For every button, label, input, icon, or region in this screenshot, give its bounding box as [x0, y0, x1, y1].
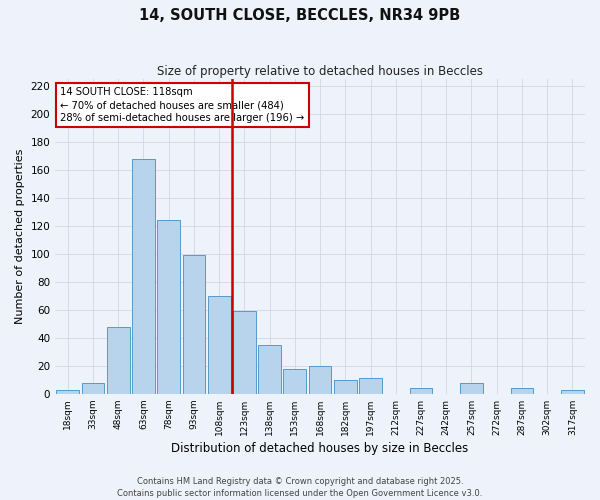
Bar — [107, 326, 130, 394]
Text: Contains HM Land Registry data © Crown copyright and database right 2025.
Contai: Contains HM Land Registry data © Crown c… — [118, 476, 482, 498]
Text: 14 SOUTH CLOSE: 118sqm
← 70% of detached houses are smaller (484)
28% of semi-de: 14 SOUTH CLOSE: 118sqm ← 70% of detached… — [61, 87, 305, 124]
Bar — [258, 345, 281, 394]
Bar — [208, 296, 230, 394]
Bar — [157, 220, 180, 394]
Bar — [460, 382, 483, 394]
Text: 14, SOUTH CLOSE, BECCLES, NR34 9PB: 14, SOUTH CLOSE, BECCLES, NR34 9PB — [139, 8, 461, 22]
Bar — [132, 159, 155, 394]
Bar — [359, 378, 382, 394]
Bar — [283, 368, 306, 394]
Bar — [56, 390, 79, 394]
Bar — [82, 382, 104, 394]
Bar — [182, 256, 205, 394]
Y-axis label: Number of detached properties: Number of detached properties — [15, 149, 25, 324]
Bar — [309, 366, 331, 394]
Bar — [334, 380, 356, 394]
X-axis label: Distribution of detached houses by size in Beccles: Distribution of detached houses by size … — [172, 442, 469, 455]
Bar — [511, 388, 533, 394]
Bar — [410, 388, 433, 394]
Bar — [233, 312, 256, 394]
Bar — [561, 390, 584, 394]
Title: Size of property relative to detached houses in Beccles: Size of property relative to detached ho… — [157, 65, 483, 78]
